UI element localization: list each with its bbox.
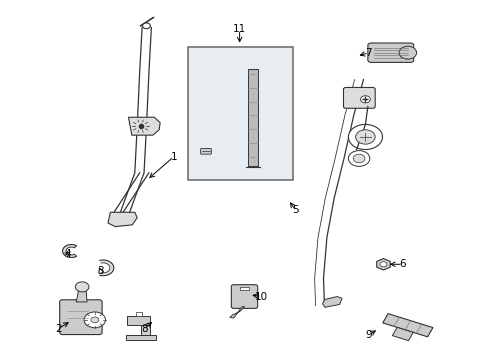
Text: 3: 3 <box>97 266 104 276</box>
Text: 9: 9 <box>365 330 371 340</box>
Polygon shape <box>136 312 142 316</box>
Circle shape <box>352 154 364 163</box>
Polygon shape <box>76 289 87 302</box>
Circle shape <box>347 125 382 149</box>
Text: 7: 7 <box>365 48 371 58</box>
Circle shape <box>355 130 374 144</box>
Circle shape <box>398 46 416 59</box>
Circle shape <box>142 23 150 29</box>
Polygon shape <box>376 258 389 270</box>
Polygon shape <box>108 212 137 226</box>
Text: 2: 2 <box>55 324 61 334</box>
Text: 8: 8 <box>141 324 147 334</box>
Bar <box>188 47 293 180</box>
Circle shape <box>84 312 105 328</box>
Polygon shape <box>229 307 244 318</box>
FancyBboxPatch shape <box>231 285 257 309</box>
Polygon shape <box>322 297 341 307</box>
Circle shape <box>379 262 386 267</box>
Text: 11: 11 <box>232 24 246 35</box>
FancyBboxPatch shape <box>367 43 413 62</box>
Bar <box>247 69 257 166</box>
Polygon shape <box>239 287 249 290</box>
Text: 6: 6 <box>399 259 406 269</box>
Circle shape <box>75 282 89 292</box>
Text: 1: 1 <box>170 152 177 162</box>
Polygon shape <box>62 244 77 257</box>
Polygon shape <box>126 335 156 340</box>
Polygon shape <box>100 260 114 276</box>
Text: 4: 4 <box>64 248 71 258</box>
Polygon shape <box>382 314 432 337</box>
Polygon shape <box>141 325 150 335</box>
Polygon shape <box>127 316 150 325</box>
Circle shape <box>360 96 369 103</box>
Circle shape <box>347 150 369 166</box>
Text: 10: 10 <box>254 292 267 302</box>
FancyBboxPatch shape <box>343 87 374 108</box>
FancyBboxPatch shape <box>60 300 102 334</box>
Circle shape <box>91 317 99 323</box>
Polygon shape <box>391 327 412 341</box>
Polygon shape <box>128 117 160 135</box>
Text: 5: 5 <box>292 206 298 216</box>
FancyBboxPatch shape <box>200 148 211 154</box>
